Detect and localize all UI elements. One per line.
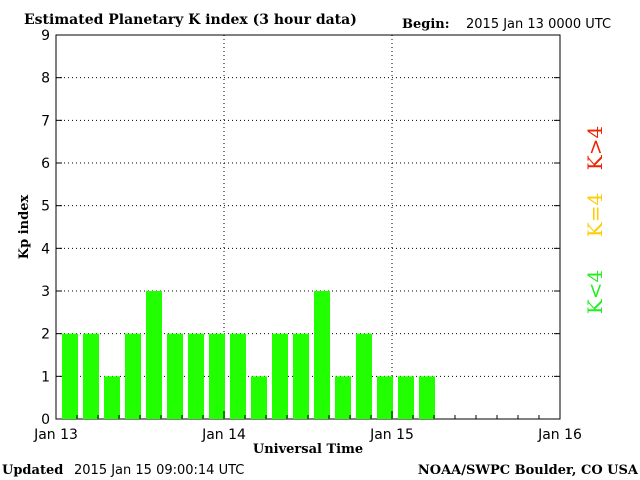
bar (83, 333, 99, 419)
x-tick-label: Jan 14 (201, 427, 246, 443)
bar (146, 291, 162, 419)
bar (293, 333, 309, 419)
legend-k-equal-4: K=4 (583, 193, 607, 237)
bar (377, 376, 393, 419)
bar (251, 376, 267, 419)
y-tick-label: 0 (41, 412, 50, 428)
bar (272, 333, 288, 419)
y-axis-label: Kp index (17, 195, 32, 260)
credit: NOAA/SWPC Boulder, CO USA (418, 463, 639, 478)
x-axis-ticks: Jan 13 Jan 14 Jan 15 Jan 16 (33, 411, 582, 443)
bar (125, 333, 141, 419)
y-tick-label: 7 (41, 113, 50, 129)
y-tick-label: 8 (41, 71, 50, 87)
updated-value: 2015 Jan 15 09:00:14 UTC (74, 463, 244, 478)
bar (335, 376, 351, 419)
begin-label: Begin: (402, 17, 450, 32)
chart-title: Estimated Planetary K index (3 hour data… (24, 12, 357, 28)
x-tick-label: Jan 13 (33, 427, 78, 443)
legend-k-less-4: K<4 (583, 270, 607, 314)
bar (230, 333, 246, 419)
y-tick-label: 9 (41, 28, 50, 44)
x-tick-label: Jan 15 (369, 427, 414, 443)
bar (314, 291, 330, 419)
legend-k-greater-4: K>4 (583, 126, 607, 170)
bar (104, 376, 120, 419)
y-tick-label: 1 (41, 369, 50, 385)
y-axis-ticks: 0 1 2 3 4 5 6 7 8 9 (41, 28, 560, 428)
bar (62, 333, 78, 419)
x-axis-label: Universal Time (253, 442, 363, 457)
y-tick-label: 6 (41, 156, 50, 172)
x-tick-label: Jan 16 (537, 427, 582, 443)
y-tick-label: 3 (41, 284, 50, 300)
y-tick-label: 4 (41, 241, 50, 257)
bar (188, 333, 204, 419)
y-tick-label: 5 (41, 199, 50, 215)
updated-label: Updated (2, 463, 63, 478)
bar (356, 333, 372, 419)
bar (209, 333, 225, 419)
bars (62, 291, 435, 419)
bar (398, 376, 414, 419)
begin-value: 2015 Jan 13 0000 UTC (466, 17, 611, 32)
bar (167, 333, 183, 419)
y-tick-label: 2 (41, 327, 50, 343)
bar (419, 376, 435, 419)
